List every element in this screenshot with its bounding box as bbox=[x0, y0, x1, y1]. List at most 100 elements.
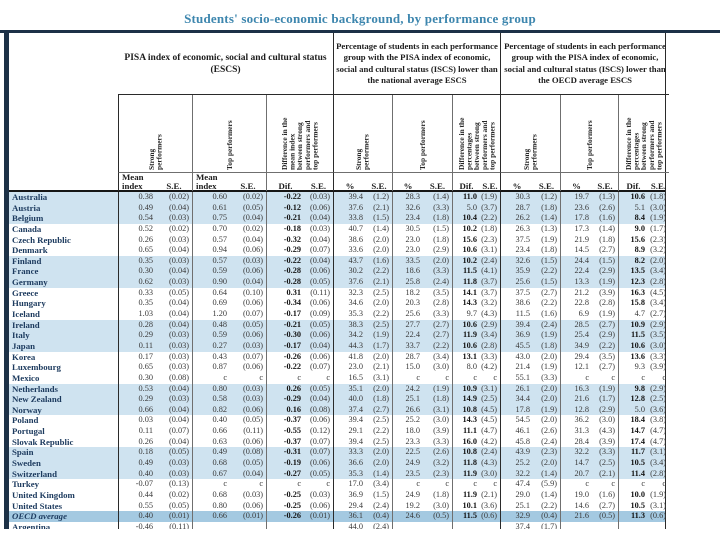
value-cell: 24.6 bbox=[392, 511, 423, 522]
value-cell: (3.0) bbox=[481, 468, 497, 478]
value-cell: 0.63 bbox=[192, 436, 230, 448]
value-cell: (4.5) bbox=[481, 415, 497, 425]
value-cell: 30.5 bbox=[392, 223, 423, 235]
value-cell: 12.1 bbox=[560, 362, 592, 373]
value-cell: 18.2 bbox=[392, 287, 423, 299]
value-cell: 23.3 bbox=[392, 436, 423, 448]
country-name: Czech Republic bbox=[12, 234, 71, 245]
value-cell: 40.7 bbox=[333, 223, 366, 235]
value-cell: 17.8 bbox=[560, 213, 592, 224]
value-cell: (1.9) bbox=[541, 362, 557, 372]
value-cell: 0.94 bbox=[192, 245, 230, 256]
value-cell: 0.48 bbox=[192, 319, 230, 331]
value-cell: -0.22 bbox=[266, 192, 304, 203]
table-row: Poland 0.03 (0.04) 0.40 (0.05) -0.37 (0.06) 39.… bbox=[9, 415, 666, 427]
table-row: Belgium 0.54 (0.03) 0.75 (0.04) -0.21 (0.04) 33… bbox=[9, 213, 666, 224]
value-cell: (0.11) bbox=[310, 287, 330, 297]
value-cell: 0.90 bbox=[192, 277, 230, 288]
subheader-top-performers: Top performers bbox=[392, 95, 452, 173]
value-cell: (0.09) bbox=[309, 309, 330, 319]
value-cell: (2.3) bbox=[481, 234, 497, 244]
value-cell: 14.3 bbox=[452, 298, 480, 310]
value-cell: (0.03) bbox=[168, 330, 189, 340]
subheader-difference: Difference in the percentages between st… bbox=[452, 95, 500, 173]
country-name: Netherlands bbox=[12, 383, 58, 394]
value-cell: (2.7) bbox=[433, 319, 449, 329]
value-cell: 15.6 bbox=[452, 234, 480, 246]
value-cell: 11.4 bbox=[618, 468, 648, 480]
value-cell: (0.12) bbox=[309, 426, 330, 436]
value-cell: 22.8 bbox=[560, 298, 592, 310]
table-row: Finland 0.35 (0.03) 0.57 (0.03) -0.22 (0.04) 43… bbox=[9, 255, 666, 267]
country-name: Sweden bbox=[12, 458, 41, 469]
value-cell: -0.29 bbox=[266, 394, 304, 405]
value-cell: (2.1) bbox=[373, 277, 389, 287]
value-cell: (2.2) bbox=[373, 309, 389, 319]
table-row: Portugal 0.11 (0.07) 0.66 (0.11) -0.55 (0.12) 2… bbox=[9, 426, 666, 437]
value-cell bbox=[560, 521, 592, 529]
value-cell: (3.3) bbox=[433, 202, 449, 212]
value-cell: -0.17 bbox=[266, 309, 304, 320]
value-cell: (0.06) bbox=[309, 330, 330, 340]
value-cell: 0.60 bbox=[192, 192, 230, 203]
value-cell: (3.2) bbox=[481, 298, 497, 308]
value-cell: 10.2 bbox=[452, 223, 480, 235]
value-cell: (2.0) bbox=[541, 458, 557, 468]
value-cell: (1.8) bbox=[650, 192, 666, 201]
value-cell: 10.5 bbox=[618, 458, 648, 469]
value-cell: 14.1 bbox=[452, 287, 480, 299]
value-cell: 13.6 bbox=[618, 351, 648, 363]
table-row: Turkey -0.07 (0.13) c c c c 17.0 (3.4) c c c c 47.4 (5… bbox=[9, 479, 666, 490]
value-cell: 22.4 bbox=[560, 266, 592, 278]
value-cell: 32.9 bbox=[500, 511, 533, 522]
value-cell bbox=[480, 522, 500, 529]
value-cell: 0.80 bbox=[192, 500, 230, 512]
value-cell: (4.3) bbox=[481, 458, 497, 468]
value-cell: 25.4 bbox=[560, 330, 592, 341]
value-cell: 0.35 bbox=[118, 255, 156, 267]
value-cell: 25.1 bbox=[500, 500, 533, 512]
country-name: Mexico bbox=[12, 372, 40, 383]
country-name: Hungary bbox=[12, 298, 46, 309]
value-cell: (1.9) bbox=[650, 489, 666, 499]
value-cell: 11.5 bbox=[618, 330, 648, 341]
value-cell: 19.2 bbox=[392, 500, 423, 512]
value-cell: 44.3 bbox=[333, 340, 366, 352]
subheader-difference: Difference in the percentages between st… bbox=[618, 95, 669, 173]
country-name: Denmark bbox=[12, 245, 48, 256]
value-cell: 0.26 bbox=[118, 234, 156, 246]
value-cell: 10.2 bbox=[452, 255, 480, 267]
value-cell: (2.2) bbox=[481, 213, 497, 223]
value-cell: 1.20 bbox=[192, 309, 230, 320]
value-cell: 0.49 bbox=[192, 447, 230, 459]
group3-title: Percentage of students in each performan… bbox=[500, 33, 669, 95]
value-cell: 14.7 bbox=[560, 458, 592, 469]
value-cell: (1.9) bbox=[433, 383, 449, 393]
value-cell bbox=[192, 521, 230, 529]
value-cell: (3.2) bbox=[433, 458, 449, 468]
country-name: Luxembourg bbox=[12, 362, 61, 373]
value-cell: c bbox=[662, 372, 666, 382]
value-cell: 0.29 bbox=[118, 394, 156, 405]
value-cell: (2.8) bbox=[599, 298, 615, 308]
value-cell: (1.8) bbox=[433, 234, 449, 244]
value-cell: 0.55 bbox=[118, 500, 156, 512]
value-cell: (2.3) bbox=[541, 447, 557, 457]
value-cell: (0.03) bbox=[309, 223, 330, 233]
value-cell: (0.6) bbox=[650, 511, 666, 521]
column-label: % bbox=[333, 173, 366, 192]
country-name: Austria bbox=[12, 202, 41, 213]
header-group-row: PISA index of economic, social and cultu… bbox=[9, 33, 669, 95]
table-row: Netherlands 0.53 (0.04) 0.80 (0.03) 0.26 (0.05… bbox=[9, 383, 666, 395]
value-cell: (2.0) bbox=[373, 383, 389, 393]
value-cell: (0.4) bbox=[373, 511, 389, 521]
value-cell: 25.1 bbox=[392, 394, 423, 405]
value-cell: (0.05) bbox=[168, 447, 189, 457]
value-cell: (3.4) bbox=[650, 298, 666, 308]
value-cell: 23.0 bbox=[392, 234, 423, 246]
value-cell: 16.3 bbox=[618, 287, 648, 299]
column-label: S.E. bbox=[650, 180, 667, 191]
value-cell: c bbox=[445, 479, 449, 489]
value-cell: 0.43 bbox=[192, 351, 230, 363]
value-cell: c bbox=[259, 479, 263, 489]
